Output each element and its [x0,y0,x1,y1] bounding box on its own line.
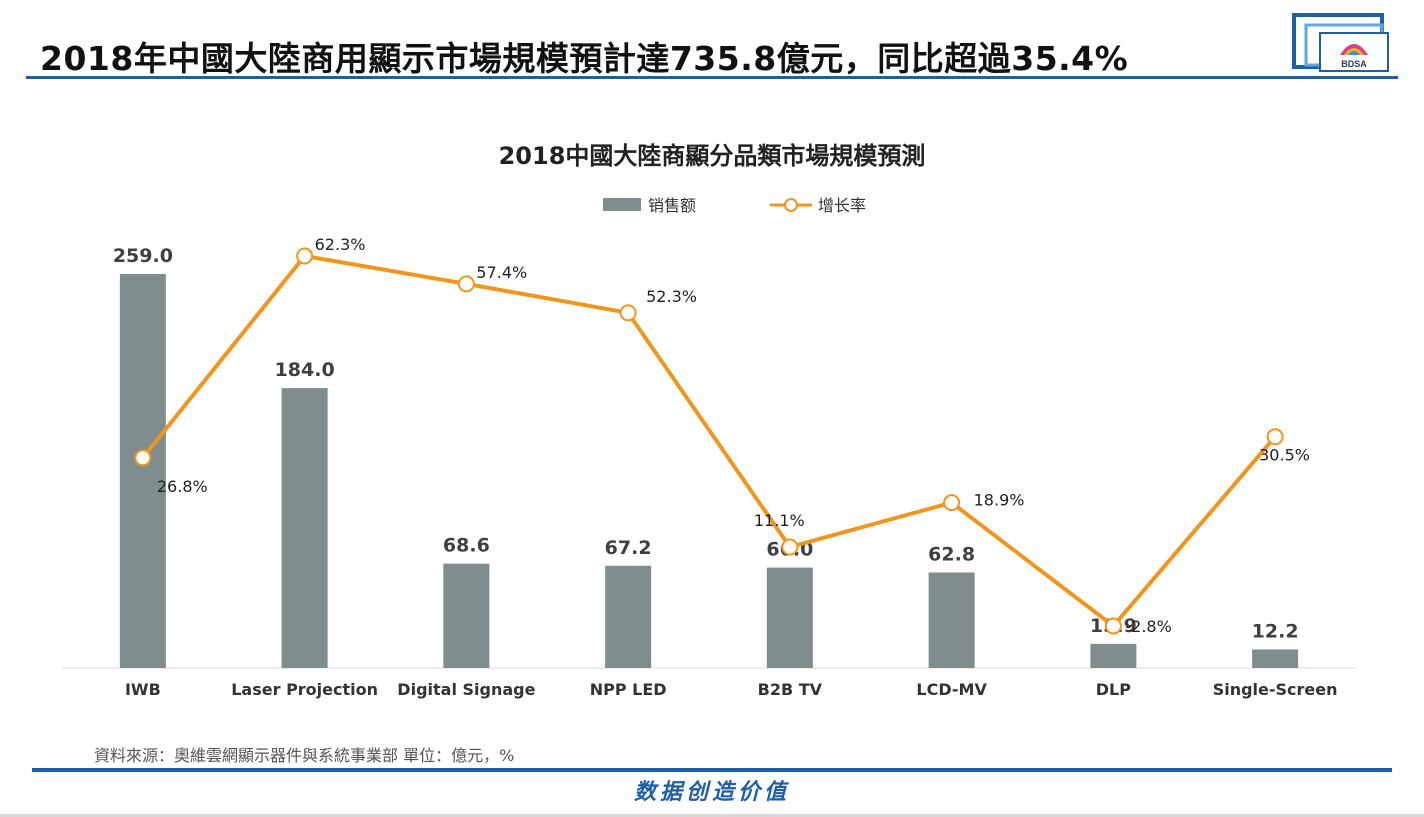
x-tick-label: NPP LED [590,680,667,699]
x-tick-label: B2B TV [758,680,823,699]
legend-marker-line [784,198,798,212]
header-divider [26,76,1398,79]
bar [766,567,813,668]
bar-value-label: 12.2 [1252,620,1299,642]
legend-label-bar: 销售额 [648,196,696,215]
bar-value-label: 62.8 [928,543,975,565]
bar [119,274,166,668]
bar [605,565,652,668]
growth-value-label: 57.4% [476,263,527,282]
bar [281,388,328,668]
x-tick-label: IWB [125,680,161,699]
growth-value-label: 18.9% [974,491,1025,510]
bar-value-label: 259.0 [113,245,173,267]
growth-point [1266,428,1284,446]
chart-title: 2018中國大陸商顯分品類市場規模預測 [499,142,926,170]
source-note: 資料來源：奧維雲網顯示器件與系統事業部 單位：億元，% [94,746,515,765]
legend-label-line: 增长率 [818,196,866,215]
bar [1090,643,1137,668]
growth-point [943,494,961,512]
growth-point [1104,617,1122,635]
growth-value-label: 30.5% [1259,446,1310,465]
growth-value-label: 62.3% [315,235,366,254]
page-bottom-edge [0,814,1424,817]
bar [443,563,490,668]
growth-value-label: 26.8% [157,477,208,496]
bar [928,572,975,668]
growth-value-label: 52.3% [646,287,697,306]
logo-text: BDSA [1341,59,1367,69]
growth-value-label: 11.1% [754,511,805,530]
x-tick-label: Single-Screen [1213,680,1338,699]
bar-value-label: 184.0 [275,359,335,381]
growth-value-label: -2.8% [1125,617,1171,636]
bar [1252,649,1299,668]
bar-value-label: 67.2 [605,537,652,559]
growth-point [296,247,314,265]
growth-point [781,538,799,556]
legend-swatch-bar [603,198,641,211]
x-tick-label: Laser Projection [231,680,378,699]
growth-point [134,449,152,467]
growth-point [457,275,475,293]
footer-slogan: 数据创造价值 [633,779,790,805]
x-tick-label: DLP [1096,680,1131,699]
growth-rate-line [141,254,1277,628]
bar-value-label: 68.6 [443,535,490,557]
footer-divider [32,768,1392,772]
x-tick-label: LCD-MV [916,680,987,699]
x-tick-label: Digital Signage [397,680,535,699]
page-headline: 2018年中國大陸商用顯示市場規模預計達735.8億元，同比超過35.4% [40,39,1129,78]
bdsa-logo: BDSA [1292,13,1389,72]
growth-point [619,304,637,322]
